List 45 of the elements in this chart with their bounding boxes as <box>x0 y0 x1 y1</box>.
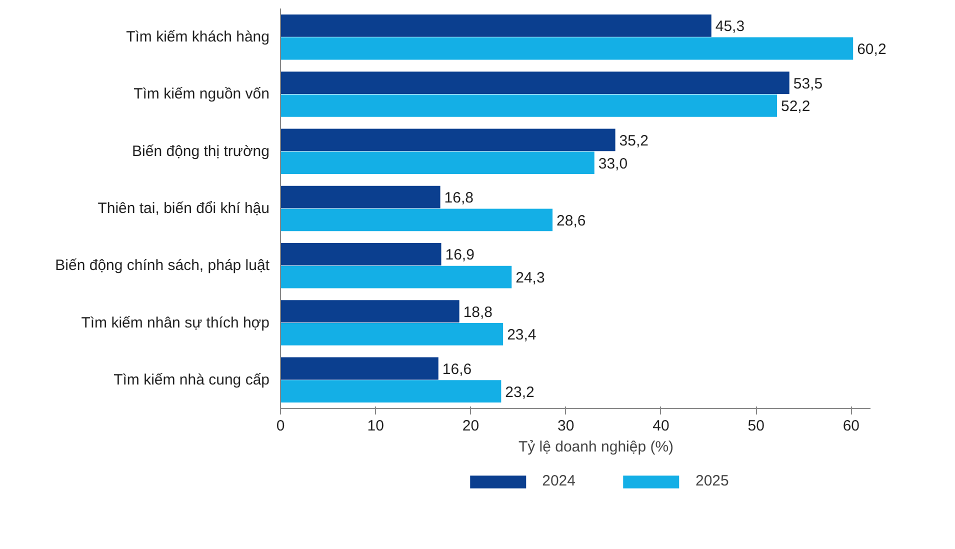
y-tick-label: Tìm kiếm nguồn vốn <box>134 86 270 103</box>
bar <box>280 243 442 266</box>
data-label: 45,3 <box>715 18 745 36</box>
x-tick-label: 60 <box>842 418 860 434</box>
y-tick-label: Biến động thị trường <box>132 142 270 160</box>
bar <box>280 14 712 37</box>
y-tick-label: Thiên tai, biến đổi khí hậu <box>98 200 270 217</box>
data-label: 33,0 <box>598 155 628 172</box>
x-tick-label: 10 <box>367 418 384 434</box>
data-label: 52,2 <box>781 98 810 116</box>
y-tick-label: Tìm kiếm khách hàng <box>126 28 270 46</box>
legend-label: 2025 <box>696 472 729 490</box>
legend-label: 2024 <box>542 472 576 490</box>
bar <box>280 380 502 403</box>
bar <box>280 208 553 232</box>
bar <box>280 72 790 94</box>
bar <box>280 266 512 288</box>
data-label: 16,6 <box>442 361 472 378</box>
y-tick-label: Tìm kiếm nhà cung cấp <box>114 371 270 388</box>
bar <box>280 323 504 346</box>
x-axis-title: Tỷ lệ doanh nghiệp (%) <box>518 438 674 456</box>
data-label: 53,5 <box>793 75 823 92</box>
y-tick-label: Tìm kiếm nhân sự thích hợp <box>81 314 270 332</box>
data-label: 23,2 <box>505 384 534 401</box>
data-label: 23,4 <box>507 326 536 344</box>
bar <box>280 94 778 117</box>
bar <box>280 357 438 380</box>
data-label: 18,8 <box>463 304 493 321</box>
x-tick-label: 0 <box>276 418 285 434</box>
data-label: 35,2 <box>619 132 649 150</box>
bar <box>280 300 460 323</box>
x-tick-label: 50 <box>748 418 764 434</box>
x-tick-label: 40 <box>652 418 670 434</box>
bar <box>280 37 854 60</box>
data-label: 28,6 <box>556 212 586 230</box>
bar <box>280 152 594 174</box>
y-tick-label: Biến động chính sách, pháp luật <box>55 257 270 274</box>
bar <box>280 186 440 208</box>
x-tick-label: 20 <box>462 418 480 434</box>
data-label: 16,8 <box>444 190 474 207</box>
data-label: 60,2 <box>857 41 886 58</box>
data-label: 24,3 <box>516 270 545 287</box>
bar <box>280 128 616 152</box>
data-label: 16,9 <box>445 246 474 264</box>
x-tick-label: 30 <box>558 418 574 434</box>
